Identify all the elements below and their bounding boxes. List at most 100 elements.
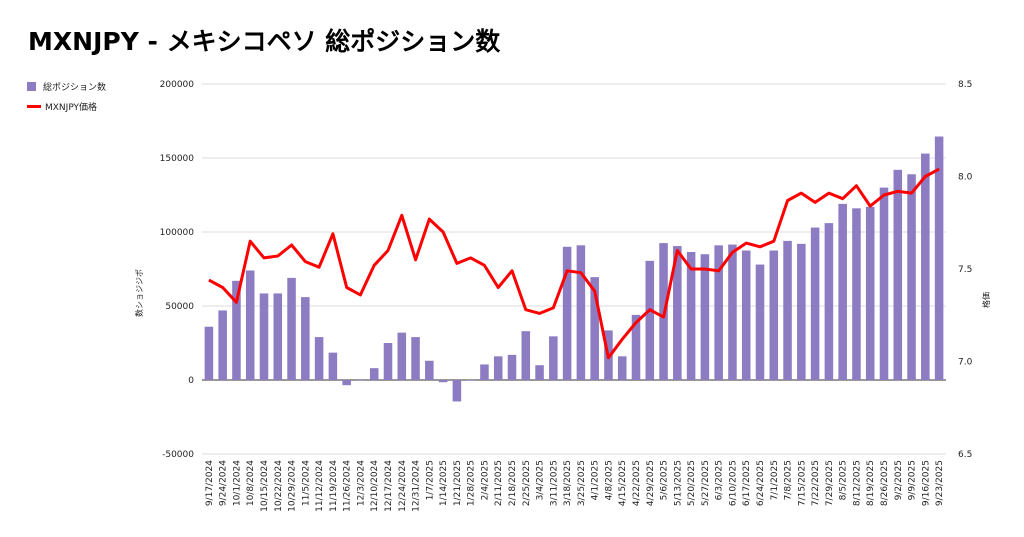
x-tick-label: 10/8/2024 — [246, 460, 256, 506]
x-tick-label: 9/2/2025 — [894, 460, 904, 500]
x-tick-label: 1/28/2025 — [467, 460, 477, 506]
x-tick-label: 7/15/2025 — [797, 460, 807, 506]
bar — [245, 270, 255, 380]
bar — [728, 244, 737, 380]
bar — [218, 310, 227, 380]
x-tick-label: 10/22/2024 — [274, 460, 284, 512]
bar — [466, 380, 475, 381]
bar — [411, 337, 420, 380]
x-tick-label: 2/11/2025 — [494, 460, 504, 506]
y2-tick-label: 8.0 — [958, 173, 973, 183]
bar — [617, 356, 627, 380]
x-axis-ticks: 9/17/2024 9/24/2024 10/1/2024 10/8/2024 10/1… — [205, 460, 945, 512]
bar — [797, 243, 806, 380]
bar — [907, 174, 916, 380]
x-tick-label: 2/4/2025 — [480, 460, 490, 500]
x-tick-label: 4/22/2025 — [632, 460, 642, 506]
bar — [549, 336, 558, 380]
x-tick-label: 1/7/2025 — [425, 460, 435, 500]
bar — [921, 153, 930, 380]
bar — [838, 203, 847, 380]
bar — [535, 365, 544, 380]
x-tick-label: 4/29/2025 — [646, 460, 656, 506]
x-tick-label: 7/22/2025 — [811, 460, 821, 506]
bar — [769, 250, 779, 380]
x-tick-label: 2/18/2025 — [508, 460, 518, 506]
x-tick-label: 7/29/2025 — [825, 460, 835, 506]
bar — [783, 240, 792, 380]
y-tick-label: 0 — [188, 376, 194, 386]
bar — [741, 250, 751, 380]
y2-tick-label: 7.5 — [958, 265, 972, 275]
bar — [287, 277, 296, 380]
gridlines — [202, 83, 946, 455]
x-tick-label: 3/4/2025 — [536, 460, 546, 500]
x-tick-label: 9/9/2025 — [908, 460, 918, 500]
left-axis-ticks: 200000 150000 100000 50000 0 -50000 — [160, 80, 195, 460]
bar — [934, 136, 944, 380]
x-tick-label: 1/21/2025 — [453, 460, 463, 506]
bar — [356, 380, 365, 381]
legend-item-price: MXNJPY価格 — [27, 99, 106, 113]
bar — [204, 326, 214, 380]
bar — [576, 245, 586, 380]
bar — [438, 380, 448, 383]
bar — [562, 246, 572, 380]
x-tick-label: 2/25/2025 — [522, 460, 532, 506]
x-tick-label: 4/1/2025 — [591, 460, 601, 500]
x-tick-label: 12/10/2024 — [370, 460, 380, 512]
x-tick-label: 5/13/2025 — [673, 460, 683, 506]
bar — [301, 297, 310, 380]
y-tick-label: 50000 — [165, 302, 194, 312]
x-tick-label: 6/3/2025 — [715, 460, 725, 500]
bar-series — [204, 136, 944, 402]
bar — [259, 293, 269, 380]
x-tick-label: 4/8/2025 — [604, 460, 614, 500]
bar — [507, 354, 517, 380]
y2-tick-label: 6.5 — [958, 450, 972, 460]
right-axis-ticks: 8.5 8.0 7.5 7.0 6.5 — [958, 80, 973, 460]
bar — [865, 206, 875, 380]
y2-tick-label: 8.5 — [958, 80, 972, 90]
y-tick-label: -50000 — [162, 450, 194, 460]
y-tick-label: 100000 — [160, 228, 195, 238]
x-tick-label: 10/29/2024 — [288, 460, 298, 512]
legend-swatch-bar — [27, 81, 36, 91]
legend: 総ポジション数 MXNJPY価格 — [27, 79, 106, 119]
y-tick-label: 200000 — [160, 80, 195, 90]
x-tick-label: 10/15/2024 — [260, 460, 270, 512]
x-tick-label: 8/26/2025 — [880, 460, 890, 506]
x-tick-label: 5/20/2025 — [687, 460, 697, 506]
x-tick-label: 4/15/2025 — [618, 460, 628, 506]
bar — [686, 251, 696, 380]
bar — [480, 364, 489, 380]
bar — [879, 187, 889, 380]
x-tick-label: 3/25/2025 — [577, 460, 587, 506]
bar — [521, 331, 531, 380]
x-tick-label: 9/24/2024 — [219, 460, 229, 506]
x-tick-label: 8/5/2025 — [839, 460, 849, 500]
bar — [342, 380, 351, 386]
x-tick-label: 10/1/2024 — [232, 460, 242, 506]
bar — [631, 314, 641, 380]
bar — [425, 360, 434, 380]
bar — [369, 368, 379, 380]
bar — [590, 277, 599, 380]
x-tick-label: 6/10/2025 — [728, 460, 738, 506]
bar — [452, 380, 462, 402]
x-tick-label: 7/1/2025 — [770, 460, 780, 500]
y-axis-title: 数ショジジポ — [134, 269, 144, 317]
legend-label-price: MXNJPY価格 — [45, 102, 98, 113]
y2-axis-title: 格価 — [981, 292, 991, 308]
bar — [493, 356, 503, 380]
x-tick-label: 12/17/2024 — [384, 460, 394, 512]
bar — [824, 223, 834, 380]
x-tick-label: 5/27/2025 — [701, 460, 711, 506]
chart-title: MXNJPY - メキシコペソ 総ポジション数 — [28, 27, 501, 56]
bar — [852, 208, 861, 380]
x-tick-label: 8/12/2025 — [852, 460, 862, 506]
x-tick-label: 3/18/2025 — [563, 460, 573, 506]
x-tick-label: 5/6/2025 — [660, 460, 670, 500]
line-series — [208, 167, 940, 360]
bar — [273, 293, 283, 380]
